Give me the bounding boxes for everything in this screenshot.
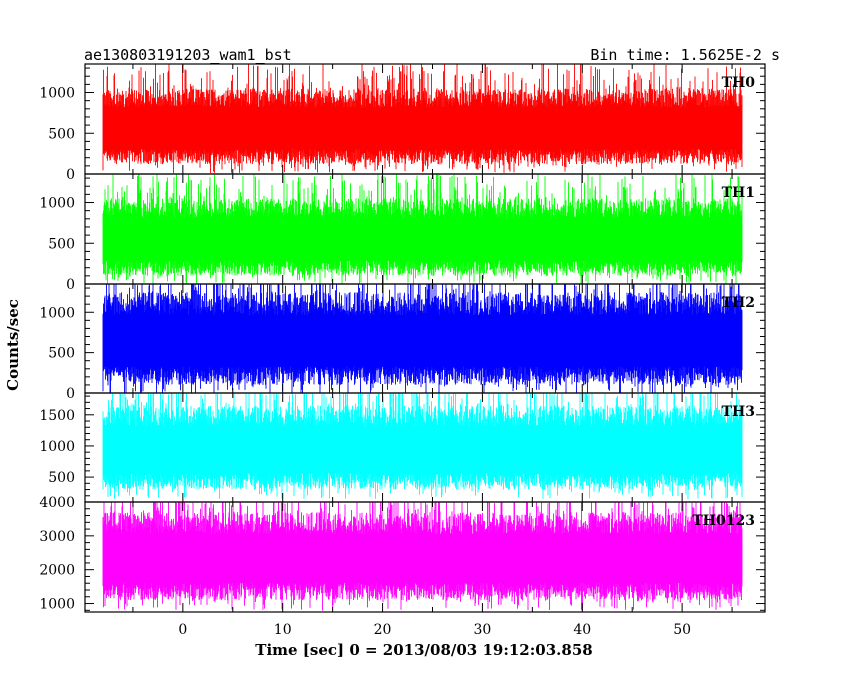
- x-axis-title: Time [sec] 0 = 2013/08/03 19:12:03.858: [255, 641, 592, 659]
- series-th1: [102, 174, 743, 284]
- panel-frame: [84, 501, 766, 613]
- y-tick-label: 3000: [39, 529, 75, 545]
- series-th3: [102, 393, 743, 500]
- x-tick-label: 10: [274, 622, 292, 638]
- y-tick-label: 500: [48, 470, 75, 486]
- series-th2: [102, 284, 743, 393]
- chart-title: ae130803191203_wam1_bst: [84, 46, 292, 64]
- panel-th3: 500 1000 1500 TH3: [39, 392, 766, 503]
- panel-label: TH3: [722, 404, 755, 420]
- series-th0: [102, 64, 743, 173]
- x-tick-label: 30: [474, 622, 492, 638]
- y-tick-label: 2000: [39, 563, 75, 579]
- panel-th1: 0 500 1000 TH1: [39, 173, 766, 293]
- y-tick-label: 1500: [39, 408, 75, 424]
- y-tick-label: 1000: [39, 86, 75, 102]
- panel-label: TH1: [722, 185, 755, 201]
- panels: 05001000TH005001000TH105001000TH25001000…: [39, 63, 766, 638]
- x-tick-label: 40: [573, 622, 591, 638]
- y-tick-label: 0: [66, 277, 75, 293]
- panel-label: TH0: [722, 75, 756, 91]
- panel-label: TH2: [722, 295, 755, 311]
- x-tick-label: 20: [374, 622, 392, 638]
- panel-th0123: 1000 2000 3000 4000 TH0123: [39, 495, 766, 613]
- y-tick-label: 0: [66, 386, 75, 402]
- y-tick-label: 1000: [39, 597, 75, 613]
- panel-th0: 0 500 1000 TH0: [39, 63, 766, 183]
- x-tick-label: 50: [673, 622, 691, 638]
- x-tick-label: 0: [178, 622, 187, 638]
- y-tick-label: 1000: [39, 305, 75, 321]
- y-tick-label: 1000: [39, 439, 75, 455]
- panel-label: TH0123: [692, 513, 755, 529]
- bin-time-label: Bin time: 1.5625E-2 s: [590, 46, 780, 64]
- y-tick-label: 4000: [39, 495, 75, 511]
- y-tick-label: 0: [66, 167, 75, 183]
- y-tick-label: 500: [48, 236, 75, 252]
- y-tick-label: 1000: [39, 196, 75, 212]
- y-tick-label: 500: [48, 346, 75, 362]
- panel-th2: 0 500 1000 TH2: [39, 283, 766, 402]
- series-th0123: [102, 502, 743, 611]
- y-axis-title: Counts/sec: [4, 299, 22, 391]
- y-tick-label: 500: [48, 126, 75, 142]
